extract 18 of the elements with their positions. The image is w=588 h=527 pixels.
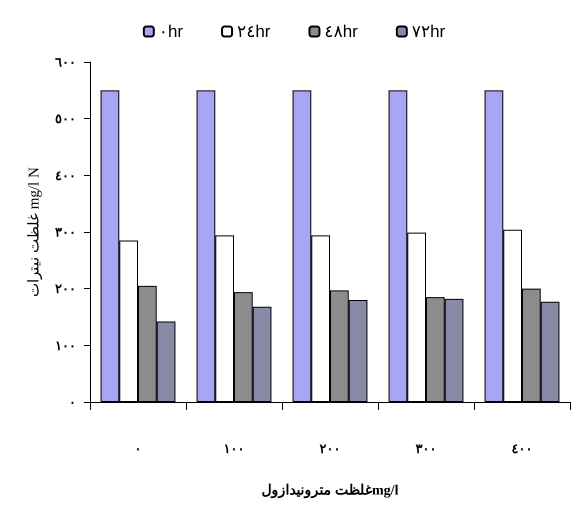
- y-tick-label: ٦٠٠: [55, 54, 76, 70]
- y-tick-label: ٣٠٠: [55, 224, 76, 240]
- y-tick-label: ٤٠٠: [55, 168, 76, 183]
- legend-label: ٢٤hr: [237, 22, 271, 41]
- y-tick-label: ٠: [69, 394, 76, 410]
- x-tick-label: ٠: [134, 441, 142, 456]
- y-axis-title: غلظت نیترات mg/l N: [26, 167, 42, 297]
- x-tick-label: ٢٠٠: [320, 441, 340, 456]
- x-tick-label: ١٠٠: [224, 441, 244, 456]
- x-tick-label: ٤٠٠: [512, 441, 532, 456]
- y-tick-label: ٥٠٠: [55, 111, 76, 126]
- legend-label: ٧٢hr: [412, 22, 446, 41]
- legend-label: ٤٨hr: [324, 22, 358, 41]
- legend-label: ٠hr: [158, 22, 184, 41]
- y-tick-label: ٢٠٠: [55, 281, 76, 296]
- x-axis-title: غلظت مترونیدازولmg/l: [262, 484, 399, 498]
- y-tick-label: ١٠٠: [55, 338, 76, 353]
- x-tick-label: ٣٠٠: [416, 441, 436, 456]
